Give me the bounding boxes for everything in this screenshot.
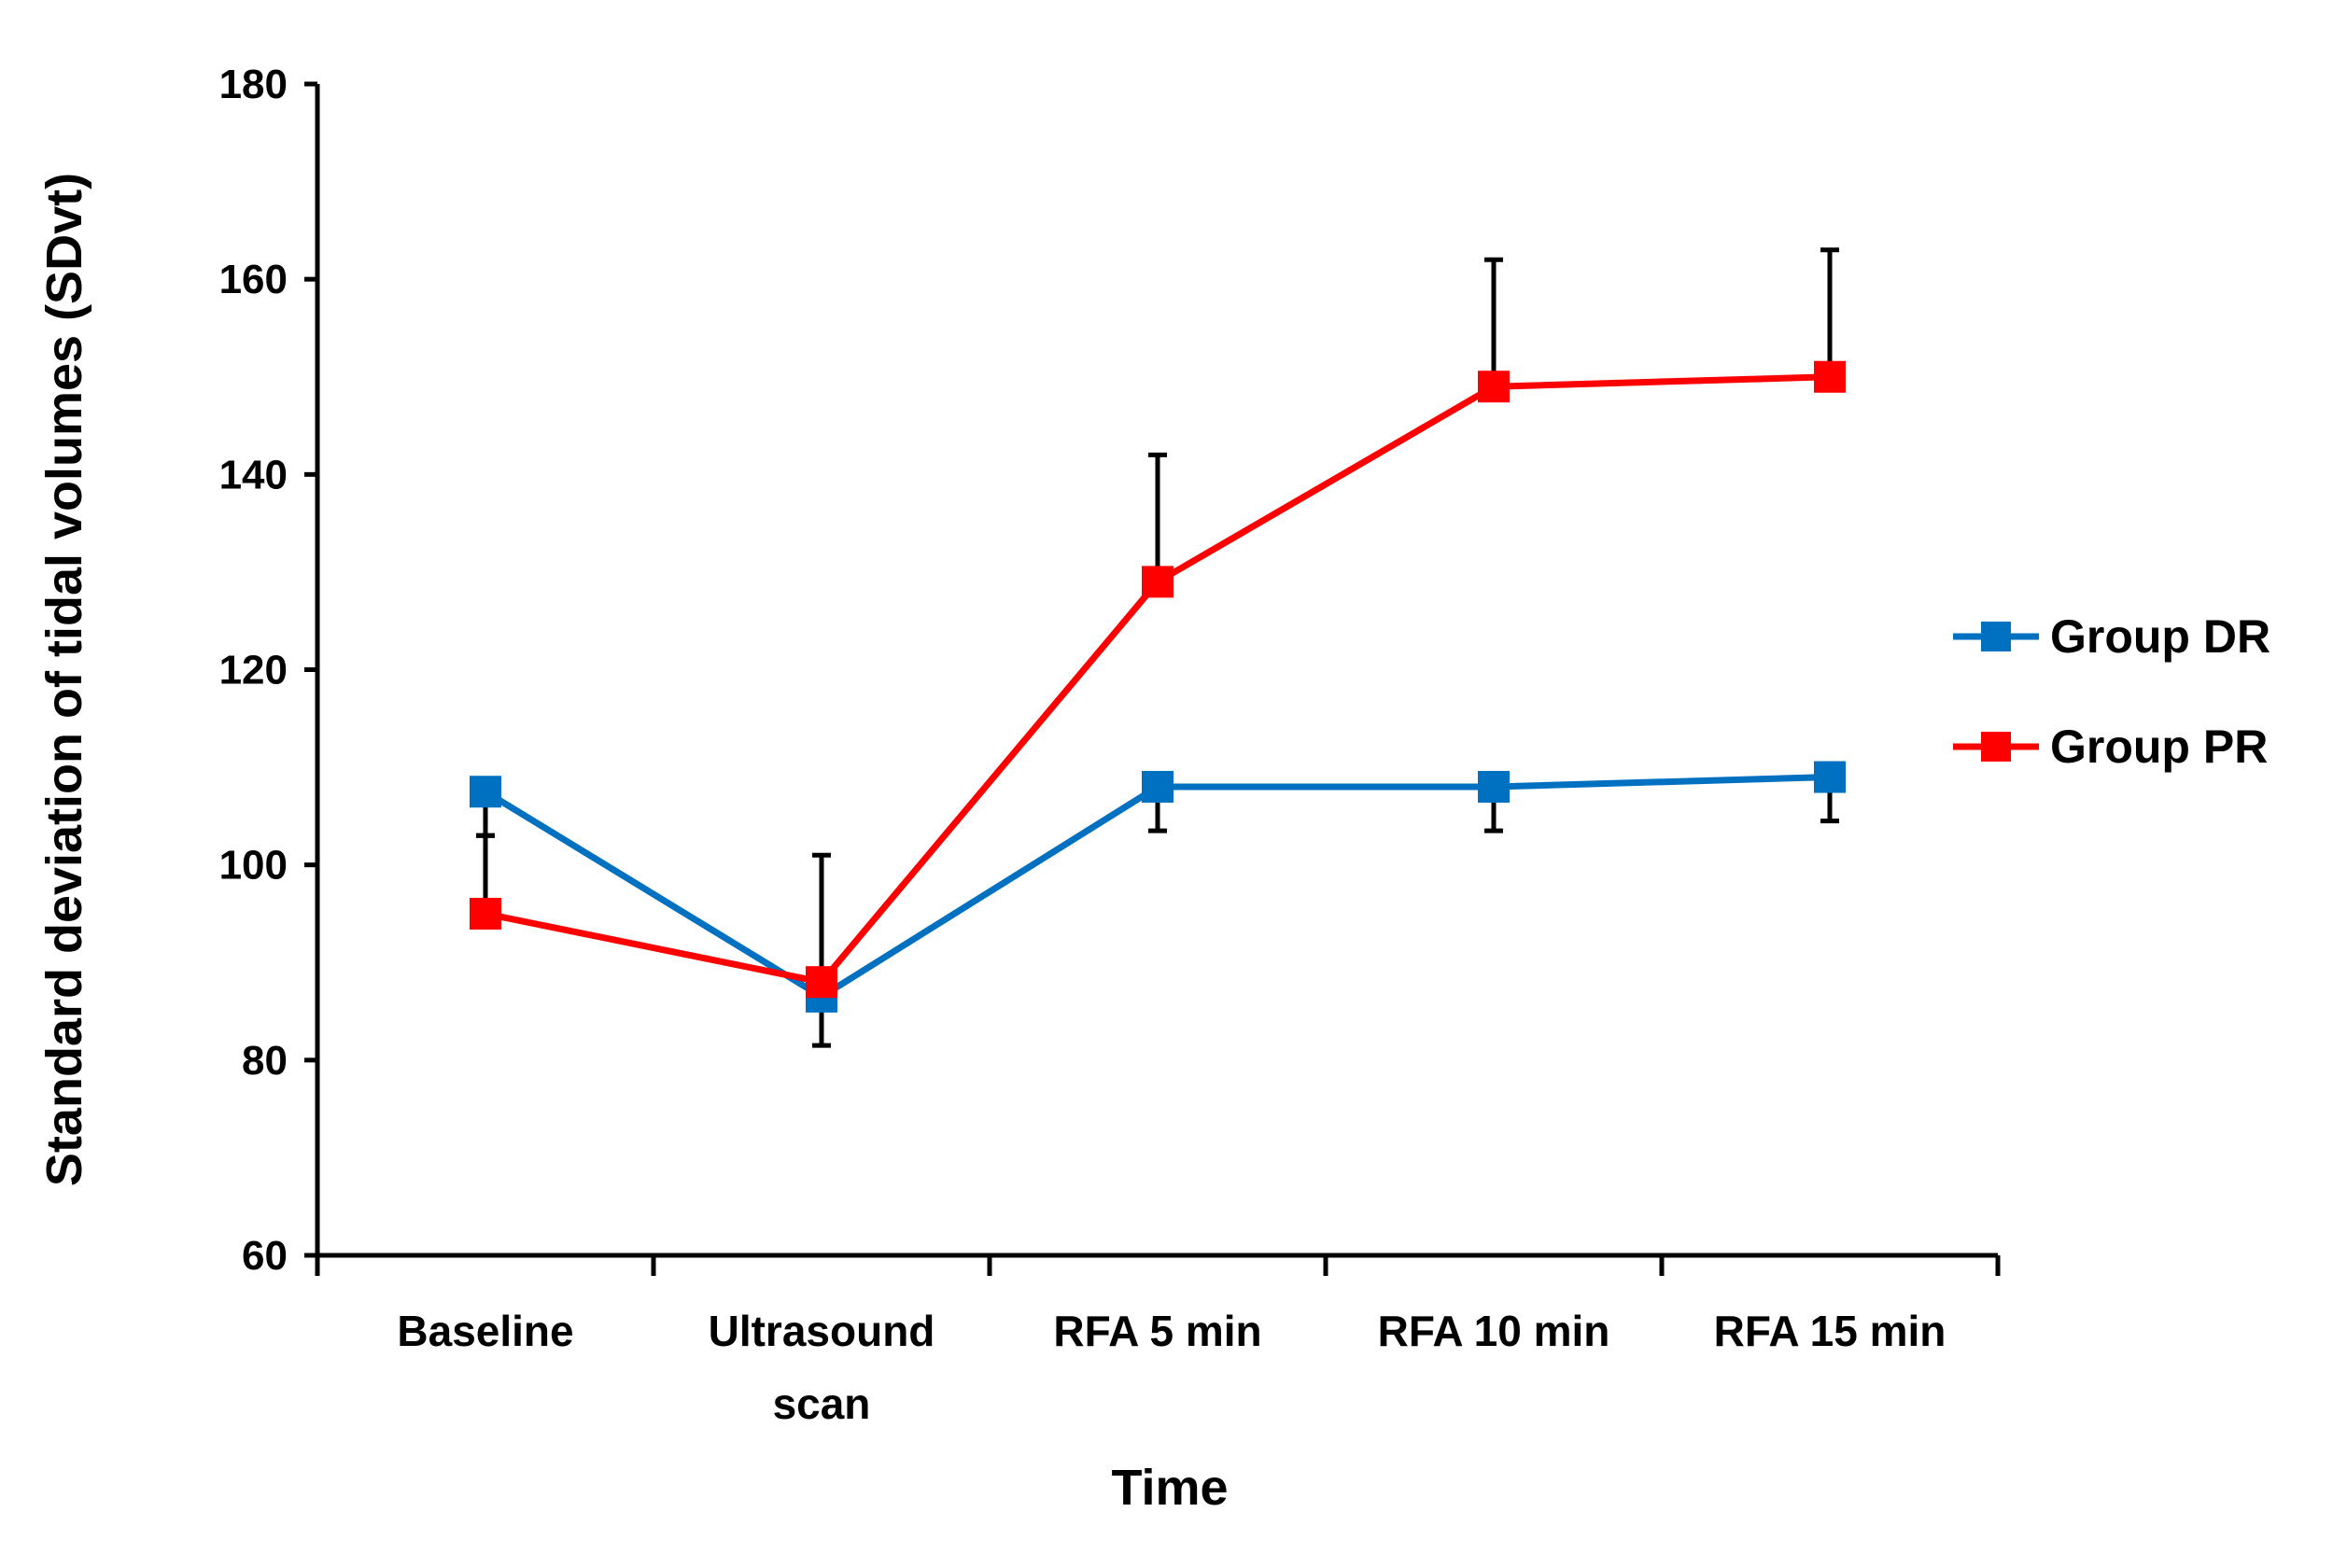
y-tick-label: 120 <box>219 648 288 693</box>
legend-label-group-pr: Group PR <box>2050 721 2268 773</box>
error-bars-group <box>476 247 1839 1048</box>
y-tick-label: 60 <box>242 1233 288 1279</box>
x-tick-label: RFA 15 min <box>1714 1307 1947 1355</box>
data-point-group-dr <box>1478 771 1510 803</box>
y-tick-label: 160 <box>219 257 288 302</box>
x-tick-label: Baseline <box>397 1307 573 1355</box>
legend-label-group-dr: Group DR <box>2050 610 2270 663</box>
x-tick-label: RFA 10 min <box>1378 1307 1610 1355</box>
x-tick-label: RFA 5 min <box>1053 1307 1261 1355</box>
x-tick-label: Ultrasound scan <box>709 1307 935 1428</box>
legend-marker-group-dr <box>1981 622 2011 651</box>
data-point-group-dr <box>1814 761 1846 793</box>
y-tick-label: 180 <box>219 62 288 107</box>
y-tick-label: 140 <box>219 452 288 497</box>
legend-marker-group-pr <box>1981 732 2011 762</box>
data-point-group-pr <box>470 897 501 930</box>
data-point-group-pr <box>1142 566 1174 598</box>
data-point-group-pr <box>806 966 837 999</box>
data-point-group-pr <box>1814 360 1846 393</box>
data-point-group-dr <box>470 776 501 808</box>
data-point-group-pr <box>1478 371 1510 403</box>
markers-group <box>470 360 1846 1013</box>
y-tick-label: 80 <box>242 1038 288 1084</box>
data-point-group-dr <box>1142 771 1174 803</box>
x-axis-title: Time <box>1111 1460 1228 1516</box>
y-tick-label: 100 <box>219 843 288 889</box>
y-axis-title: Standard deviation of tidal volumes (SDv… <box>36 173 92 1186</box>
legend: Group DR Group PR <box>1953 610 2270 773</box>
axes-group: 60 80 100 120 140 160 180 Baseline Ultrasound sca… <box>219 62 2001 1428</box>
